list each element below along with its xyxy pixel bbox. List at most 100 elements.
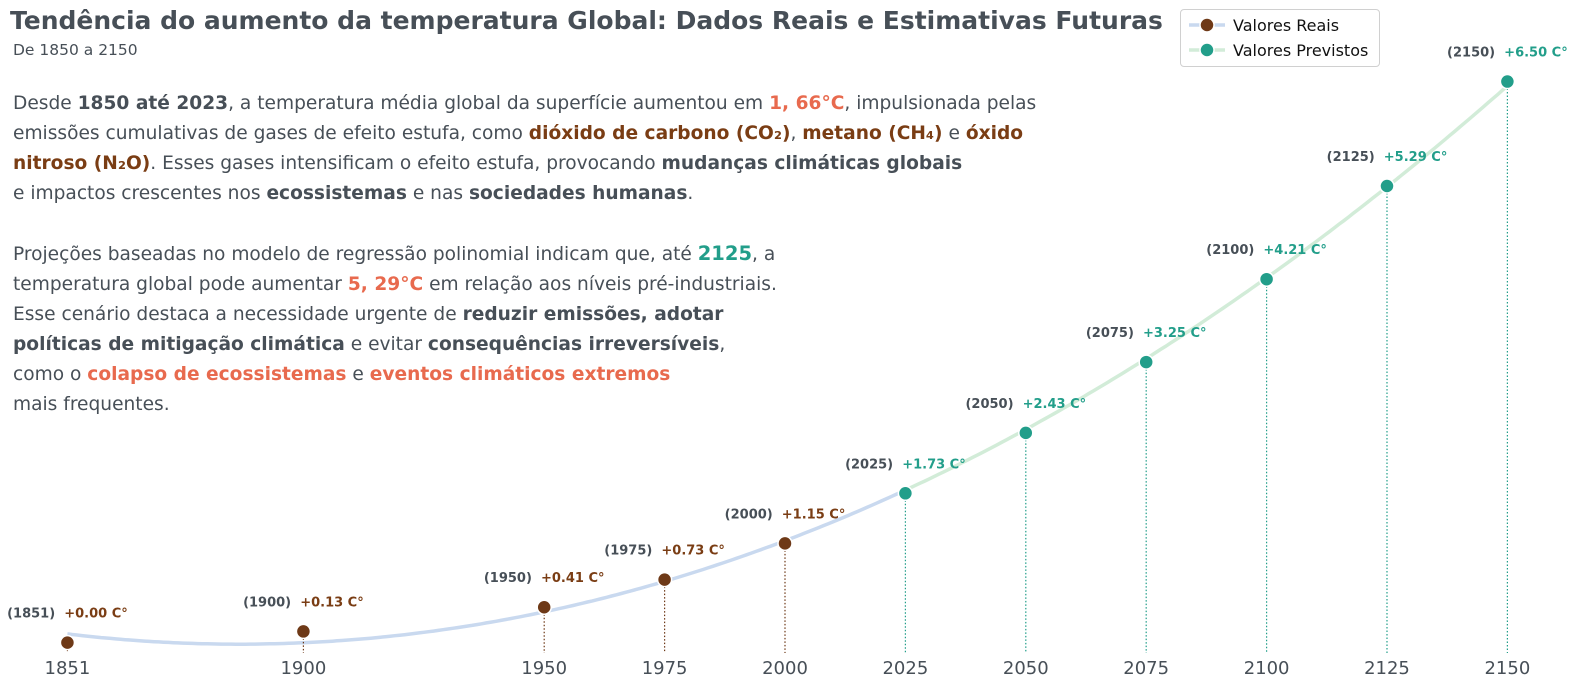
p1-line-2: emissões cumulativas de gases de efeito … [13, 119, 1036, 149]
p2-line-2: temperatura global pode aumentar 5, 29°C… [13, 270, 777, 300]
legend-item-real: Valores Reais [1187, 13, 1339, 37]
text-span: e [942, 123, 966, 144]
highlight-mitigation-policies: políticas de mitigação climática [13, 334, 345, 355]
x-tick-label: 1950 [521, 658, 567, 679]
p2-line-4: políticas de mitigação climática e evita… [13, 330, 777, 360]
real-data-point [536, 599, 552, 615]
text-span: . Esses gases intensificam o efeito estu… [150, 153, 662, 174]
text-span: Projeções baseadas no modelo de regressã… [13, 244, 698, 265]
forecast-value-label: +4.21 C° [1254, 243, 1327, 258]
text-span: como o [13, 364, 88, 385]
text-span: , [719, 334, 726, 355]
forecast-point-label: (2025) +1.73 C° [845, 457, 966, 472]
x-tick-label: 2100 [1244, 658, 1290, 679]
text-span: , [790, 123, 803, 144]
real-year-label: (1975) [604, 544, 652, 559]
forecast-data-point [1018, 425, 1034, 441]
p2-line-1: Projeções baseadas no modelo de regressã… [13, 239, 777, 270]
legend-forecast-marker-icon [1189, 42, 1225, 58]
real-value-label: +0.13 C° [291, 595, 364, 610]
p2-line-6: mais frequentes. [13, 390, 777, 420]
highlight-ecosystems: ecossistemas [266, 183, 407, 204]
highlight-climate-change: mudanças climáticas globais [661, 153, 963, 174]
chart-lines [67, 84, 1509, 646]
real-point-label: (1975) +0.73 C° [604, 544, 725, 559]
x-tick-label: 2050 [1003, 658, 1049, 679]
text-span: e evitar [344, 334, 428, 355]
x-axis-ticks: 1851 1900 1950 1975 2000 2025 2050 2075 2100 2125… [45, 658, 1531, 679]
text-span: Desde [13, 93, 78, 114]
x-tick-label: 2025 [882, 658, 928, 679]
real-point-label: (1950) +0.41 C° [484, 571, 605, 586]
p2-line-5: como o colapso de ecossistemas e eventos… [13, 360, 777, 390]
text-span: Esse cenário destaca a necessidade urgen… [13, 304, 463, 325]
chart-title: Tendência do aumento da temperatura Glob… [10, 6, 1163, 35]
real-point-label: (1851) +0.00 C° [7, 607, 128, 622]
real-value-label: +1.15 C° [773, 507, 846, 522]
forecast-point-label: (2075) +3.25 C° [1086, 326, 1207, 341]
highlight-ch4: metano (CH₄) [802, 123, 943, 144]
description-paragraph-1: Desde 1850 até 2023, a temperatura média… [13, 89, 1036, 209]
real-data-point [777, 535, 793, 552]
forecast-point-label: (2125) +5.29 C° [1327, 150, 1448, 165]
text-span: temperatura global pode aumentar [13, 274, 348, 295]
forecast-year-label: (2025) [845, 457, 893, 472]
highlight-years: 1850 até 2023 [77, 93, 229, 114]
p1-line-4: e impactos crescentes nos ecossistemas e… [13, 179, 1036, 209]
forecast-point-label: (2100) +4.21 C° [1206, 243, 1327, 258]
chart-subtitle: De 1850 a 2150 [13, 41, 138, 59]
chart-legend: Valores Reais Valores Previstos [1180, 9, 1380, 67]
forecast-year-label: (2150) [1447, 46, 1495, 61]
forecast-year-label: (2125) [1327, 150, 1375, 165]
x-tick-label: 2000 [762, 658, 808, 679]
real-values-line [67, 488, 907, 646]
text-span: mais frequentes. [13, 394, 170, 415]
text-span: emissões cumulativas de gases de efeito … [13, 123, 529, 144]
forecast-point-label: (2050) +2.43 C° [965, 397, 1086, 412]
forecast-value-label: +3.25 C° [1134, 326, 1207, 341]
highlight-temperature: 1, 66°C [769, 93, 845, 114]
real-point-label: (1900) +0.13 C° [243, 595, 364, 610]
description-paragraph-2: Projeções baseadas no modelo de regressã… [13, 239, 777, 420]
p2-line-3: Esse cenário destaca a necessidade urgen… [13, 300, 777, 330]
highlight-year-2125: 2125 [697, 242, 753, 265]
forecast-year-label: (2075) [1086, 326, 1134, 341]
real-year-label: (2000) [725, 507, 773, 522]
forecast-data-point [1499, 73, 1516, 90]
real-year-label: (1950) [484, 571, 532, 586]
chart-point-labels: (1851) +0.00 C° (1900) +0.13 C° (1950) +0.… [7, 46, 1568, 622]
real-value-label: +0.73 C° [652, 544, 725, 559]
forecast-data-point [1138, 354, 1154, 370]
real-value-label: +0.41 C° [532, 571, 605, 586]
forecast-value-label: +5.29 C° [1375, 150, 1448, 165]
legend-real-marker-icon [1189, 17, 1225, 33]
highlight-projected-temperature: 5, 29°C [347, 274, 424, 295]
p1-line-1: Desde 1850 até 2023, a temperatura média… [13, 89, 1036, 119]
forecast-data-point [1258, 271, 1275, 287]
forecast-point-label: (2150) +6.50 C° [1447, 46, 1568, 61]
x-tick-label: 1851 [45, 658, 91, 679]
text-span: e nas [406, 183, 469, 204]
text-span: , a [752, 244, 776, 265]
real-data-point [295, 623, 312, 640]
forecast-value-label: +6.50 C° [1495, 46, 1568, 61]
real-year-label: (1900) [243, 595, 291, 610]
chart-points [59, 73, 1516, 651]
real-data-point [59, 634, 76, 651]
text-span: , impulsionada pelas [844, 93, 1037, 114]
forecast-values-line [904, 84, 1509, 492]
legend-item-forecast: Valores Previstos [1187, 38, 1368, 62]
text-span: e [346, 364, 370, 385]
text-span: em relação aos níveis pré-industriais. [423, 274, 777, 295]
highlight-ecosystem-collapse: colapso de ecossistemas [87, 364, 347, 385]
x-tick-label: 2150 [1484, 658, 1530, 679]
highlight-societies: sociedades humanas [468, 183, 688, 204]
x-tick-label: 2125 [1364, 658, 1410, 679]
real-value-label: +0.00 C° [55, 607, 128, 622]
real-data-point [656, 571, 673, 588]
highlight-n2o: nitroso (N₂O) [13, 153, 151, 174]
forecast-value-label: +2.43 C° [1014, 397, 1087, 412]
forecast-value-label: +1.73 C° [893, 457, 966, 472]
x-tick-label: 1900 [280, 658, 326, 679]
x-tick-label: 1975 [642, 658, 688, 679]
